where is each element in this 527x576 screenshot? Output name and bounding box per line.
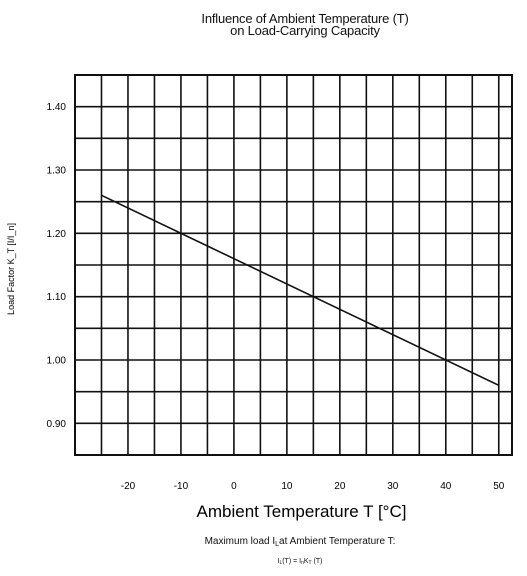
formula-end: (T) — [311, 558, 323, 565]
y-tick-label: 1.00 — [47, 356, 67, 367]
formula-mid: (T) = I — [282, 558, 302, 565]
caption-line: Maximum load ILat Ambient Temperature T: — [204, 536, 396, 548]
chart-title-line2: on Load-Carrying Capacity — [230, 23, 380, 38]
x-tick-label: 20 — [334, 481, 346, 492]
plot-frame — [74, 74, 513, 456]
formula: IL(T) = InKT (T) — [150, 558, 450, 566]
y-tick-label: 1.20 — [47, 229, 67, 240]
formula-k: K — [303, 558, 309, 565]
series-layer — [101, 194, 500, 387]
x-tick-label: -10 — [174, 481, 189, 492]
formula-sub-n: n — [301, 560, 304, 566]
x-tick-labels: -20 -10 0 10 20 30 40 50 — [121, 481, 505, 492]
x-tick-label: 10 — [281, 481, 293, 492]
grid-layer — [75, 75, 512, 455]
series-line — [101, 194, 500, 387]
formula-sub-t: T — [308, 560, 312, 566]
y-tick-label: 1.30 — [47, 166, 67, 177]
x-tick-label: 40 — [440, 481, 452, 492]
x-axis-label: Ambient Temperature T [°C] — [197, 502, 407, 521]
x-tick-label: 50 — [493, 481, 505, 492]
x-tick-label: -20 — [121, 481, 136, 492]
y-axis-label: Load Factor K_T [I/I_n] — [6, 223, 16, 315]
y-tick-label: 0.90 — [47, 419, 67, 430]
x-tick-label: 30 — [387, 481, 399, 492]
formula-sub-l: L — [279, 560, 283, 566]
y-tick-label: 1.10 — [47, 292, 67, 303]
y-tick-label: 1.40 — [47, 102, 67, 113]
chart-title-line1: Influence of Ambient Temperature (T) — [201, 11, 409, 26]
y-tick-labels: 0.90 1.00 1.10 1.20 1.30 1.40 — [47, 102, 67, 430]
x-tick-label: 0 — [231, 481, 237, 492]
formula-base: I — [277, 558, 280, 565]
